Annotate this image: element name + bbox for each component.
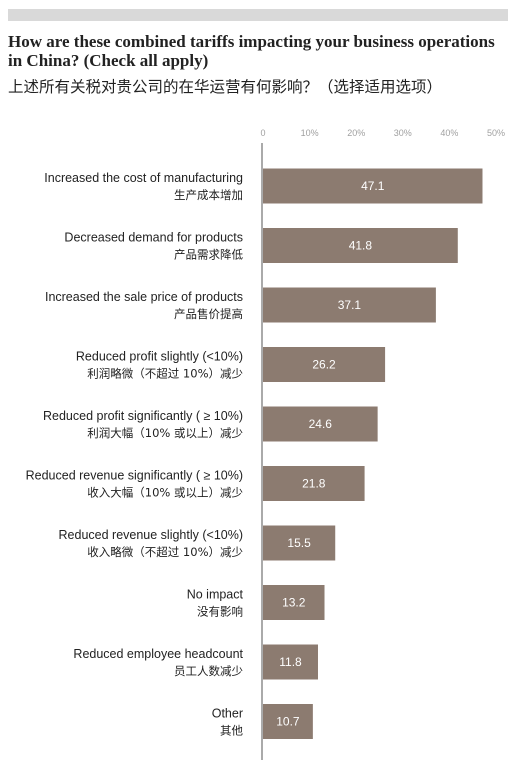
chart-title: How are these combined tariffs impacting… <box>8 32 495 70</box>
bar-value-label: 26.2 <box>312 358 336 372</box>
bar <box>263 168 483 204</box>
category-label-zh: 员工人数减少 <box>174 664 243 678</box>
category-label-en: Decreased demand for products <box>64 231 243 245</box>
bar-value-label: 11.8 <box>279 655 302 669</box>
bar-value-label: 10.7 <box>276 715 300 729</box>
bar <box>263 525 336 561</box>
chart-title-chinese: 上述所有关税对贵公司的在华运营有何影响？（选择适用选项） <box>8 78 443 96</box>
x-tick-label: 40% <box>440 128 458 138</box>
bar-value-label: 24.6 <box>309 417 333 431</box>
category-label-zh: 其他 <box>220 724 243 738</box>
bar <box>263 406 378 442</box>
category-label-en: Increased the cost of manufacturing <box>44 171 243 185</box>
bar-value-label: 37.1 <box>338 298 362 312</box>
category-label-zh: 收入略微（不超过 10%）减少 <box>87 545 243 559</box>
bar <box>263 347 386 382</box>
x-tick-label: 20% <box>347 128 365 138</box>
bar <box>263 585 325 620</box>
category-label-en: Reduced revenue significantly ( ≥ 10%) <box>26 469 243 483</box>
bar-value-label: 21.8 <box>302 477 326 491</box>
bar-value-label: 47.1 <box>361 179 385 193</box>
category-label-en: Reduced revenue slightly (<10%) <box>59 528 243 542</box>
header-bar <box>8 9 508 21</box>
bar <box>263 287 436 323</box>
category-label-en: Increased the sale price of products <box>45 290 243 304</box>
bar <box>263 466 365 501</box>
category-label-en: Reduced profit significantly ( ≥ 10%) <box>43 409 243 423</box>
x-tick-label: 10% <box>301 128 319 138</box>
category-label-en: No impact <box>187 588 244 602</box>
x-tick-label: 30% <box>394 128 412 138</box>
category-label-en: Reduced profit slightly (<10%) <box>76 350 243 364</box>
bar-value-label: 13.2 <box>282 596 306 610</box>
bar-value-label: 41.8 <box>349 239 373 253</box>
category-label-zh: 生产成本增加 <box>174 188 243 202</box>
x-tick-label: 0 <box>260 128 265 138</box>
category-label-zh: 产品需求降低 <box>174 248 243 262</box>
bar <box>263 704 313 739</box>
category-label-zh: 利润大幅（10% 或以上）减少 <box>87 426 243 440</box>
bar <box>263 228 458 263</box>
category-label-zh: 利润略微（不超过 10%）减少 <box>87 367 243 381</box>
x-tick-label: 50% <box>487 128 505 138</box>
category-label-zh: 产品售价提高 <box>174 307 243 321</box>
category-label-zh: 没有影响 <box>197 605 243 619</box>
bar-value-label: 15.5 <box>287 536 311 550</box>
bar <box>263 644 318 680</box>
category-label-zh: 收入大幅（10% 或以上）减少 <box>87 486 243 500</box>
category-label-en: Other <box>212 707 243 721</box>
category-label-en: Reduced employee headcount <box>73 647 243 661</box>
